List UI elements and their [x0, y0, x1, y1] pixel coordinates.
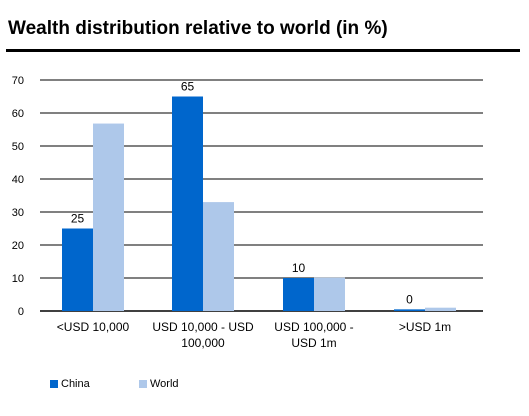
legend-label-china: China: [61, 378, 90, 390]
y-tick-label: 40: [12, 174, 24, 186]
data-label-china-1: 65: [181, 80, 195, 94]
x-category-label: 100,000: [181, 336, 225, 350]
legend: China World: [0, 378, 529, 396]
y-tick-label: 70: [12, 75, 24, 87]
bar-china-2: [283, 278, 314, 311]
legend-label-world: World: [150, 378, 179, 390]
title-divider: [6, 49, 520, 52]
data-label-china-3: 0: [406, 292, 413, 306]
y-tick-label: 0: [18, 306, 24, 318]
bar-china-0: [62, 228, 93, 311]
bar-world-1: [203, 202, 234, 311]
x-category-label: USD 1m: [291, 336, 336, 350]
data-label-china-0: 25: [71, 212, 85, 226]
chart-title: Wealth distribution relative to world (i…: [8, 18, 388, 39]
legend-item-world: World: [139, 378, 179, 390]
x-category-label: >USD 1m: [399, 320, 451, 334]
y-tick-label: 30: [12, 207, 24, 219]
bar-world-2: [314, 277, 345, 311]
legend-item-china: China: [50, 378, 90, 390]
bar-china-1: [172, 96, 203, 311]
title-bar: Wealth distribution relative to world (i…: [0, 0, 529, 52]
x-category-label: <USD 10,000: [57, 320, 130, 334]
bar-china-3: [394, 309, 425, 311]
legend-swatch-china: [50, 380, 58, 388]
data-label-china-2: 10: [292, 261, 306, 275]
legend-swatch-world: [139, 380, 147, 388]
x-category-label: USD 100,000 -: [274, 320, 353, 334]
bar-world-3: [425, 307, 456, 311]
x-category-label: USD 10,000 - USD: [152, 320, 254, 334]
y-tick-label: 50: [12, 141, 24, 153]
y-tick-label: 10: [12, 273, 24, 285]
y-tick-label: 60: [12, 108, 24, 120]
y-tick-label: 20: [12, 240, 24, 252]
bar-world-0: [93, 123, 124, 311]
